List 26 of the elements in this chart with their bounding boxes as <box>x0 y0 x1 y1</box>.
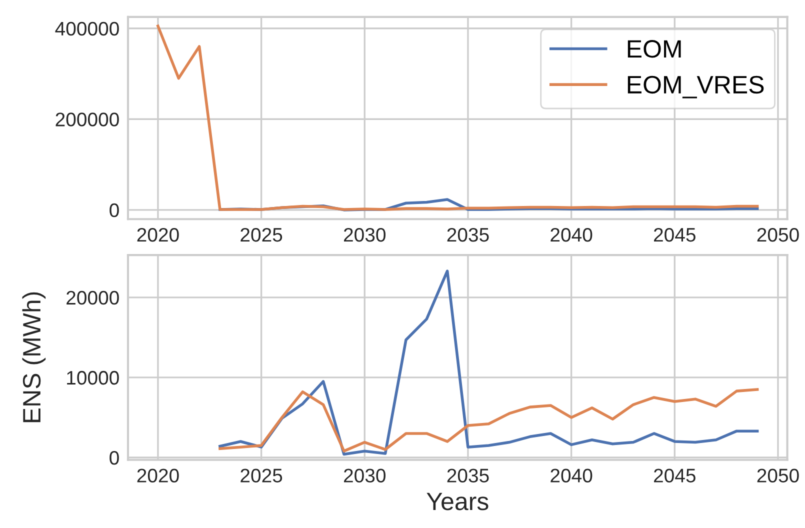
x-tick-label: 2045 <box>654 228 696 242</box>
x-tick-label: 2025 <box>240 228 282 242</box>
x-tick-label: 2030 <box>344 228 386 242</box>
x-tick-label: 2030 <box>344 468 386 483</box>
y-axis-title: ENS (MWh) <box>22 292 46 422</box>
x-tick-label: 2040 <box>550 228 592 242</box>
y-tick-label: 0 <box>110 203 119 218</box>
x-tick-label: 2035 <box>447 228 489 242</box>
x-tick-label: 2050 <box>757 228 799 242</box>
x-tick-label: 2020 <box>137 468 179 483</box>
x-tick-label: 2045 <box>654 468 696 483</box>
x-tick-label: 2035 <box>447 468 489 483</box>
line-series <box>218 388 759 452</box>
x-tick-label: 2050 <box>757 468 799 483</box>
legend-label: EOM <box>628 40 681 58</box>
y-tick-label: 10000 <box>67 370 119 385</box>
x-tick-label: 2025 <box>240 468 282 483</box>
y-tick-label: 20000 <box>66 290 119 305</box>
y-tick-label: 0 <box>110 450 119 465</box>
line-series <box>218 270 759 456</box>
x-axis-title: Years <box>426 492 488 510</box>
y-tick-label: 200000 <box>56 112 119 126</box>
x-tick-label: 2020 <box>137 228 179 242</box>
y-tick-label: 400000 <box>55 22 119 36</box>
x-tick-label: 2040 <box>550 468 592 483</box>
legend-label: EOM_VRES <box>628 76 764 98</box>
